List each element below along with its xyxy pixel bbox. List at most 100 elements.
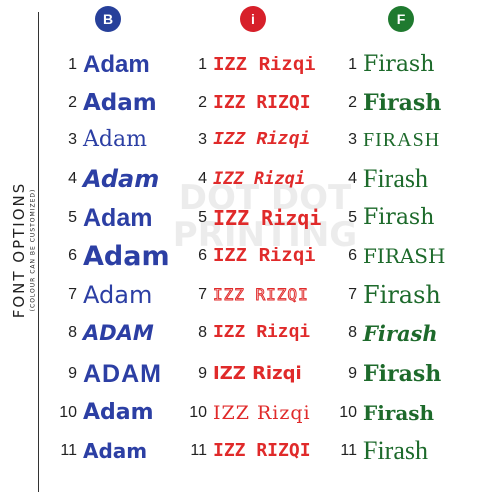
font-sample-text: Firash [363,361,442,387]
font-option-b-5: 5 Adam [55,199,152,237]
font-option-number: 4 [348,170,357,187]
font-sample-text: Adam [83,165,160,193]
font-option-i-5: 5 IZZ Rizqi [185,199,321,237]
font-sample-text: ADAM [83,320,154,345]
font-sample-text: Firash [363,281,441,309]
font-sample-text: IZZ Rizqi [213,130,311,150]
font-option-b-6: 6 Adam [55,237,170,275]
font-option-number: 9 [348,365,357,382]
font-option-number: 8 [198,324,207,341]
font-option-number: 7 [348,286,357,303]
font-option-f-2: 2 Firash [335,84,441,122]
font-sample-text: IZZ Rizqi [213,53,316,76]
font-option-i-7: 7 IZZ RIZQI [185,276,309,314]
font-option-i-9: 9 IZZ Rizqi [185,355,302,393]
font-option-i-6: 6 IZZ Rizqi [185,237,316,275]
font-option-f-4: 4 Firash [335,160,428,198]
font-sample-text: Adam [83,400,154,425]
font-sample-text: Adam [83,127,147,152]
font-sample-text: Adam [83,89,157,116]
font-sample-text: Adam [83,240,170,272]
font-sample-text: Firash [363,52,435,77]
font-option-number: 5 [348,209,357,226]
font-option-b-4: 4 Adam [55,160,159,198]
font-option-f-10: 10 Firash [335,394,434,432]
font-option-i-10: 10 IZZ Rizqi [185,394,311,432]
font-option-b-9: 9 ADAM [55,355,162,393]
font-sample-text: Adam [83,51,150,78]
font-sample-text: Firash [363,401,435,425]
side-panel: FONT OPTIONS (COLOUR CAN BE CUSTOMIZED) [0,0,44,500]
font-option-b-11: 11 Adam [55,432,147,470]
font-option-number: 6 [198,247,207,264]
font-option-number: 3 [198,131,207,148]
font-option-b-8: 8 ADAM [55,314,154,352]
font-sample-text: Firash [363,320,438,346]
font-sample-text: Firash [363,436,428,465]
font-option-number: 1 [198,56,207,73]
font-option-f-8: 8 Firash [335,314,438,352]
font-option-number: 1 [348,56,357,73]
font-option-f-3: 3 FIRASH [335,121,440,159]
font-option-number: 7 [68,286,77,303]
badge-f: F [388,6,414,32]
font-option-i-2: 2 IZZ RIZQI [185,84,310,122]
font-option-i-8: 8 IZZ Rizqi [185,314,310,352]
font-option-i-3: 3 IZZ Rizqi [185,121,310,159]
font-option-f-9: 9 Firash [335,355,441,393]
font-option-number: 2 [198,94,207,111]
font-option-number: 3 [68,131,77,148]
font-sample-text: IZZ Rizqi [213,206,322,230]
font-sample-text: FIRASH [363,244,446,268]
font-option-number: 6 [68,247,77,264]
font-option-number: 8 [68,324,77,341]
font-option-number: 4 [198,170,207,187]
badge-i: i [240,6,266,32]
font-option-number: 4 [68,170,77,187]
font-option-number: 3 [348,131,357,148]
font-option-number: 10 [339,404,357,421]
font-sample-text: FIRASH [363,129,441,151]
font-sample-text: Adam [83,203,153,232]
font-sample-text: IZZ RIZQI [213,285,309,304]
font-option-f-6: 6 FIRASH [335,237,445,275]
column-i: i 1 IZZ Rizqi 2 IZZ RIZQI 3 IZZ Rizqi 4 IZZ Riz… [185,0,330,500]
font-option-number: 5 [198,209,207,226]
font-sample-text: IZZ Rizqi [213,323,311,343]
font-option-number: 8 [348,324,357,341]
font-option-i-4: 4 IZZ Rizqi [185,160,305,198]
font-options-title: FONT OPTIONS [10,181,28,319]
font-option-b-3: 3 Adam [55,121,147,159]
column-f: F 1 Firash 2 Firash 3 FIRASH 4 Firash 5 Firash 6 FI… [335,0,495,500]
font-option-number: 6 [348,247,357,264]
font-option-number: 11 [190,442,207,459]
font-option-number: 9 [198,365,207,382]
font-option-number: 10 [189,404,207,421]
font-option-number: 11 [340,442,357,459]
badge-b: B [95,6,121,32]
font-option-f-7: 7 Firash [335,276,441,314]
font-option-i-11: 11 IZZ RIZQI [185,432,310,470]
font-sample-text: Adam [83,281,153,309]
font-option-number: 9 [68,365,77,382]
font-option-f-11: 11 Firash [335,432,428,470]
font-option-number: 7 [198,286,207,303]
font-sample-text: IZZ Rizqi [213,363,302,384]
font-sample-text: ADAM [83,359,162,388]
font-option-i-1: 1 IZZ Rizqi [185,46,316,84]
font-option-f-1: 1 Firash [335,46,434,84]
font-option-number: 2 [348,94,357,111]
font-sample-text: IZZ Rizqi [213,168,306,189]
font-option-number: 1 [68,56,77,73]
font-option-number: 10 [59,404,77,421]
font-option-b-7: 7 Adam [55,276,152,314]
font-option-number: 5 [68,209,77,226]
side-divider [38,12,39,492]
font-sample-text: Firash [363,164,428,193]
font-sample-text: Firash [363,205,435,230]
font-sample-text: Firash [363,90,442,116]
font-option-number: 2 [68,94,77,111]
font-option-f-5: 5 Firash [335,199,434,237]
font-sample-text: IZZ Rizqi [213,401,311,424]
font-option-b-2: 2 Adam [55,84,157,122]
